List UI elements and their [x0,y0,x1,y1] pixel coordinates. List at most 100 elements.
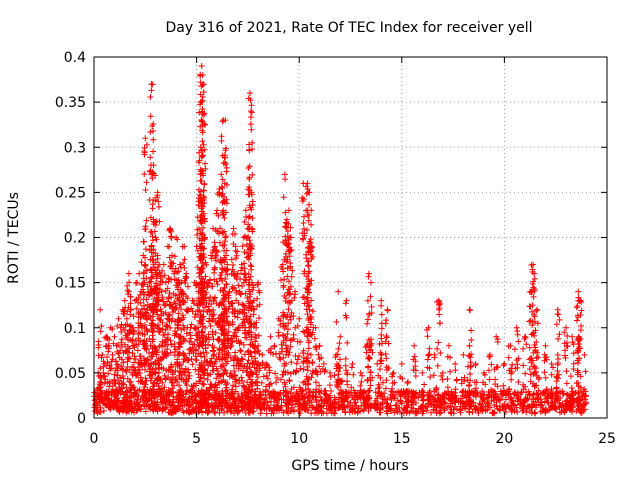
cluster-point [577,327,584,334]
cluster-point [272,379,279,386]
cluster-point [265,364,272,371]
data-point [107,324,114,331]
x-axis-label: GPS time / hours [291,458,408,474]
cluster-point [97,373,104,380]
cluster-point [300,196,307,203]
cluster-point [249,370,256,377]
cluster-point [227,370,234,377]
cluster-point [322,367,329,374]
cluster-point [411,353,418,360]
cluster-point [238,348,245,355]
cluster-point [243,277,250,284]
cluster-point [141,361,148,368]
background-point [193,409,200,416]
cluster-point [466,381,473,388]
background-point [384,400,391,407]
cluster-point [514,331,521,338]
cluster-point [136,401,143,408]
cluster-point [235,282,242,289]
cluster-point [178,326,185,333]
cluster-point [472,385,479,392]
cluster-point [246,213,253,220]
cluster-point [577,311,584,318]
cluster-point [201,180,208,187]
cluster-point [132,403,139,410]
data-point [199,72,206,79]
data-point [419,369,426,376]
cluster-point [143,391,150,398]
cluster-point [219,288,226,295]
cluster-point [344,378,351,385]
cluster-point [364,377,371,384]
cluster-point [246,237,253,244]
cluster-point [118,336,125,343]
cluster-point [542,374,549,381]
cluster-point [167,324,174,331]
background-point [455,398,462,405]
cluster-point [118,321,125,328]
cluster-point [531,369,538,376]
cluster-point [186,402,193,409]
cluster-point [143,275,150,282]
data-point [320,360,327,367]
background-point [559,388,566,395]
data-point [164,243,171,250]
background-point [306,389,313,396]
cluster-point [435,392,442,399]
cluster-point [247,341,254,348]
data-point [166,225,173,232]
background-point [457,409,464,416]
data-point [230,225,237,232]
cluster-point [196,374,203,381]
cluster-point [308,297,315,304]
cluster-point [200,246,207,253]
cluster-point [245,95,252,102]
cluster-point [170,393,177,400]
cluster-point [154,321,161,328]
cluster-point [150,309,157,316]
data-point [246,90,253,97]
data-point [349,360,356,367]
cluster-point [196,284,203,291]
cluster-point [436,311,443,318]
background-point [469,409,476,416]
cluster-point [541,351,548,358]
cluster-point [229,401,236,408]
cluster-point [502,404,509,411]
cluster-point [211,269,218,276]
cluster-point [137,337,144,344]
cluster-point [335,371,342,378]
cluster-point [569,388,576,395]
cluster-point [249,171,256,178]
cluster-point [202,160,209,167]
data-point [129,324,136,331]
cluster-point [556,331,563,338]
data-point [201,234,208,241]
cluster-point [550,364,557,371]
cluster-point [573,317,580,324]
cluster-point [548,371,555,378]
cluster-point [425,396,432,403]
cluster-point [144,356,151,363]
data-point [283,216,290,223]
cluster-point [206,404,213,411]
cluster-point [148,269,155,276]
data-point [175,279,182,286]
data-point [304,207,311,214]
cluster-point [237,291,244,298]
cluster-point [239,243,246,250]
cluster-point [438,396,445,403]
cluster-point [208,400,215,407]
cluster-point [253,395,260,402]
cluster-point [379,393,386,400]
cluster-point [221,198,228,205]
cluster-point [247,240,254,247]
cluster-point [520,345,527,352]
cluster-point [192,366,199,373]
cluster-point [577,384,584,391]
cluster-point [245,405,252,412]
cluster-point [228,342,235,349]
cluster-point [150,128,157,135]
cluster-point [427,373,434,380]
cluster-point [147,360,154,367]
